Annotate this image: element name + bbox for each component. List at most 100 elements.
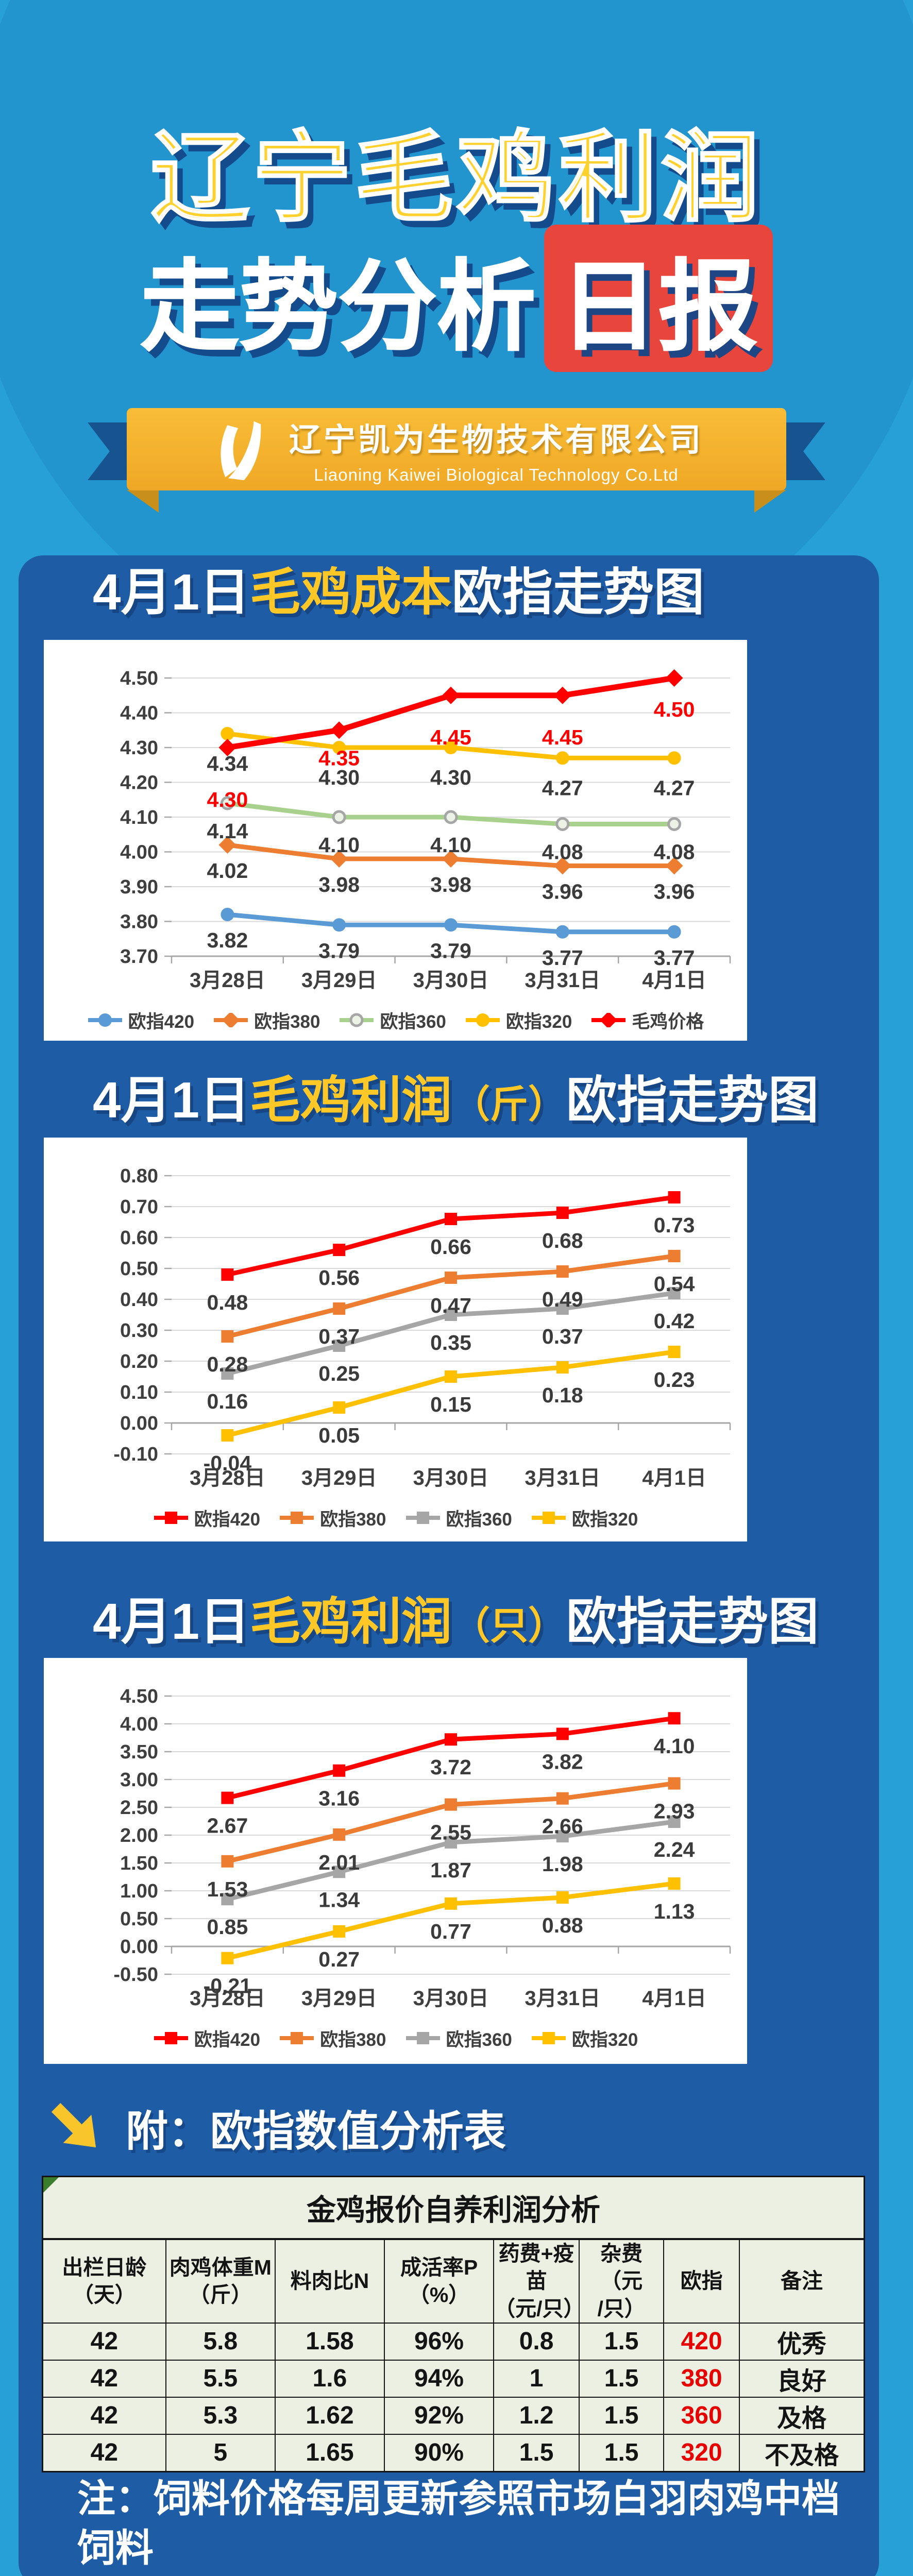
column-header: 杂费（元 /只） [578,2239,665,2324]
section-title-cost: 4月1日毛鸡成本欧指走势图 [93,564,704,620]
legend-label: 欧指380 [254,1011,320,1032]
legend-label: 欧指420 [194,1509,261,1530]
svg-text:4.34: 4.34 [207,752,248,775]
company-text-block: 辽宁凯为生物技术有限公司 Liaoning Kaiwei Biological … [289,414,703,485]
legend-label: 欧指320 [571,1509,638,1530]
daily-report-badge: 日报 [544,225,773,372]
table-cell: 42 [42,2396,166,2435]
company-name: 辽宁凯为生物技术有限公司 [289,422,703,458]
svg-text:4.10: 4.10 [120,807,158,828]
svg-text:3.82: 3.82 [542,1750,583,1773]
svg-text:-0.21: -0.21 [204,1974,251,1998]
svg-text:1.13: 1.13 [654,1900,695,1923]
legend-label: 欧指420 [194,2029,261,2050]
main-title-line2-text: 走势分析 [140,251,536,363]
svg-text:0.37: 0.37 [542,1325,583,1348]
cost-chart-legend: 欧指420 欧指380 欧指360 欧指320 毛鸡价格 [44,1004,747,1037]
svg-text:3.72: 3.72 [430,1755,471,1779]
svg-text:4.45: 4.45 [430,725,471,749]
svg-text:3月28日: 3月28日 [190,969,265,992]
note-line-1: 注：饲料价格每周更新参照市场白羽肉鸡中档饲料 [77,2477,840,2570]
svg-text:3.00: 3.00 [120,1769,158,1791]
legend-marker-icon [154,2032,188,2044]
svg-text:3.90: 3.90 [120,876,158,898]
cost-chart-card: 4.50 4.40 4.30 4.20 4.10 4.00 3.90 3.80 3.70 3月28… [44,640,747,1041]
table-cell: 5.8 [165,2322,276,2361]
column-header: 出栏日龄 （天） [42,2239,166,2324]
table-cell: 5.3 [165,2396,276,2435]
column-header: 肉鸡体重M （斤） [165,2239,276,2324]
cost-trend-chart: 4.50 4.40 4.30 4.20 4.10 4.00 3.90 3.80 3.70 3月28… [120,668,731,992]
svg-text:4.45: 4.45 [542,725,583,749]
table-cell: 92% [383,2396,495,2435]
svg-text:3.79: 3.79 [430,939,471,962]
svg-text:0.00: 0.00 [120,1936,158,1958]
legend-item: 欧指360 [405,1505,512,1531]
table-cell: 320 [663,2433,740,2472]
legend-marker-icon [531,1512,566,1524]
profit-table: 金鸡报价自养利润分析 出栏日龄 （天） 肉鸡体重M （斤） 料肉比N 成活率P （%）药… [42,2176,865,2472]
svg-text:0.05: 0.05 [318,1423,360,1447]
svg-text:4.10: 4.10 [430,833,471,857]
svg-text:0.42: 0.42 [654,1309,695,1333]
svg-text:0.88: 0.88 [542,1913,583,1937]
section-title-highlight: 毛鸡利润 [250,1593,452,1650]
svg-text:0.85: 0.85 [207,1915,248,1939]
svg-text:0.48: 0.48 [207,1291,248,1314]
table-cell: 1.5 [578,2322,665,2361]
legend-marker-icon [405,2032,440,2044]
svg-text:0.47: 0.47 [430,1294,471,1317]
table-cell: 360 [663,2396,740,2435]
svg-text:3月31日: 3月31日 [525,969,600,992]
table-cell: 420 [663,2322,740,2361]
legend-label: 欧指360 [446,1509,512,1530]
svg-text:3月29日: 3月29日 [301,1987,377,2010]
svg-text:4.14: 4.14 [207,819,248,843]
company-logo-icon [221,421,261,481]
legend-marker-icon [154,1512,188,1524]
svg-text:4月1日: 4月1日 [642,1467,706,1489]
svg-text:4.50: 4.50 [120,1686,158,1707]
svg-text:3月30日: 3月30日 [413,1467,489,1489]
svg-text:0.23: 0.23 [654,1368,695,1392]
table-cell: 380 [663,2359,740,2398]
svg-text:3月28日: 3月28日 [190,1467,265,1489]
svg-text:3.77: 3.77 [654,946,695,970]
svg-text:1.00: 1.00 [120,1880,158,1902]
svg-text:4.10: 4.10 [654,1734,695,1758]
column-header: 备注 [739,2239,865,2324]
company-banner: 辽宁凯为生物技术有限公司 Liaoning Kaiwei Biological … [127,408,786,490]
svg-text:0.68: 0.68 [542,1229,583,1252]
legend-marker-icon [214,1013,248,1027]
svg-text:2.55: 2.55 [430,1821,471,1844]
profit-bird-trend-chart: 4.50 4.00 3.50 3.00 2.50 2.00 1.50 1.00 0.50 0.00… [113,1686,731,2010]
column-header: 药费+疫苗 （元/只） [493,2239,580,2324]
legend-item: 欧指420 [153,1505,260,1531]
svg-text:4月1日: 4月1日 [642,969,706,992]
column-header: 成活率P （%） [383,2239,495,2324]
table-cell: 1.5 [578,2433,665,2472]
svg-text:0.50: 0.50 [120,1258,158,1280]
section-title-highlight: 毛鸡成本 [250,564,452,620]
svg-text:3.70: 3.70 [120,946,158,968]
table-cell: 1.5 [578,2396,665,2435]
legend-item: 欧指420 [153,2025,260,2052]
svg-text:3.98: 3.98 [318,873,360,896]
svg-text:3月30日: 3月30日 [413,969,489,992]
svg-text:4.30: 4.30 [430,766,471,789]
legend-label: 欧指360 [446,2029,512,2050]
table-row: 42 5.5 1.6 94% 1 1.5 380 良好 [42,2359,865,2398]
svg-text:0.54: 0.54 [654,1272,695,1296]
svg-text:3月29日: 3月29日 [301,1467,377,1489]
table-row: 42 5.3 1.62 92% 1.2 1.5 360 及格 [42,2396,865,2435]
svg-text:0.60: 0.60 [120,1227,158,1249]
svg-text:2.00: 2.00 [120,1825,158,1846]
legend-label: 毛鸡价格 [632,1011,704,1032]
legend-marker-icon [531,2032,566,2044]
appendix-heading: 附：欧指数值分析表 [49,2097,506,2158]
svg-text:4.50: 4.50 [654,698,695,721]
table-cell: 1.58 [274,2322,385,2361]
svg-text:0.49: 0.49 [542,1287,583,1311]
svg-text:3.80: 3.80 [120,911,158,933]
section-title-paren: （只） [452,1604,567,1647]
